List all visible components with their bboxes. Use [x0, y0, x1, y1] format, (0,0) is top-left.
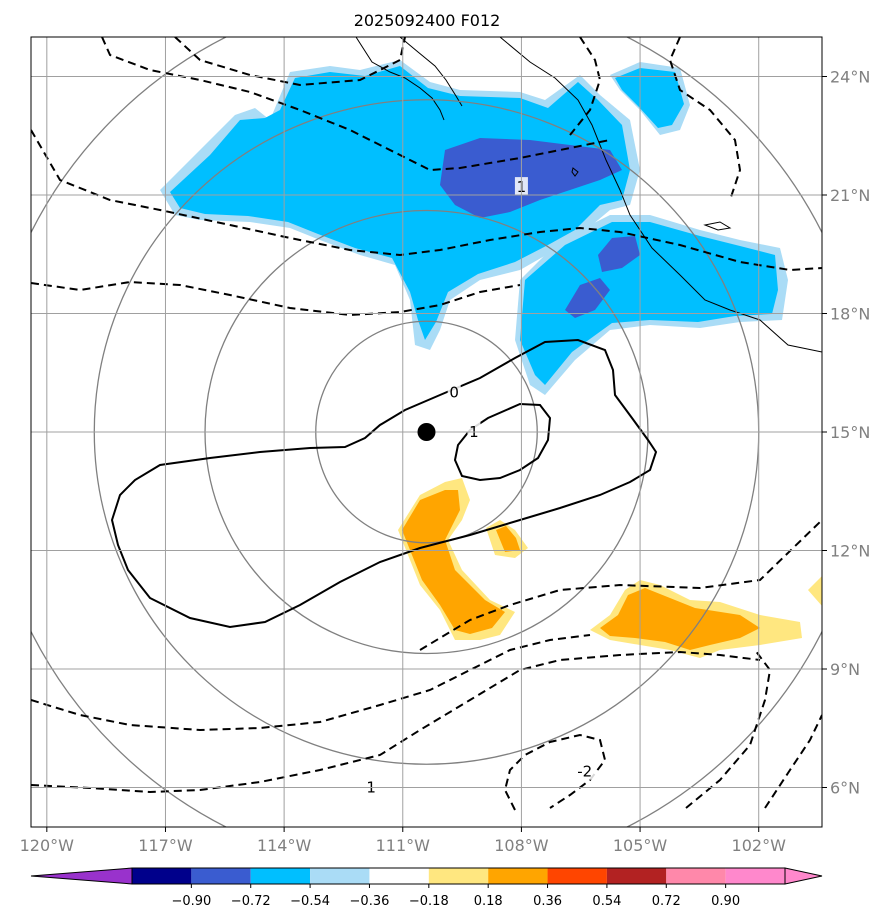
- map-frame: [30, 36, 823, 828]
- blue-region-east: [598, 236, 640, 272]
- latitude-tick-labels: 24°N 21°N 18°N 15°N 12°N 9°N 6°N: [830, 68, 870, 798]
- contour-dashed-south-3: [419, 519, 822, 651]
- contour-zero: [110, 338, 658, 629]
- contour-label-bg: [364, 777, 378, 796]
- lon-tick-label: 108°W: [494, 836, 549, 855]
- contour-dashed-south-2: [31, 650, 761, 794]
- lon-tick-label: 105°W: [613, 836, 668, 855]
- contour-dashed-north-4: [174, 37, 406, 87]
- cyan-region-northwest: [170, 66, 630, 340]
- coastline-mainland: [499, 37, 822, 353]
- colorbar-segment: [547, 868, 607, 884]
- negative-anomaly-shading: [160, 60, 788, 395]
- gridlines: [31, 37, 827, 832]
- coastline-gulf: [399, 37, 463, 107]
- contour-dashed-north-6: [668, 37, 742, 201]
- contour-dashed-minus2: [503, 733, 607, 811]
- yellow-region-edge: [808, 576, 822, 606]
- colorbar-tick-label: 0.18: [474, 894, 503, 909]
- cyan-region-east: [520, 222, 778, 385]
- dashed-contours: [31, 37, 822, 811]
- lat-tick-label: 15°N: [830, 423, 870, 442]
- colorbar-tick-label: 0.90: [711, 894, 740, 909]
- colorbar-segment: [250, 868, 311, 884]
- coastline-outline-small: [703, 221, 732, 231]
- colorbar-tick-label: 0.54: [592, 894, 621, 909]
- contour-label-bg: [573, 761, 596, 780]
- lon-tick-label: 114°W: [257, 836, 312, 855]
- colorbar-tick-label: 0.72: [652, 894, 681, 909]
- coastline: [355, 37, 822, 353]
- orange-region-south: [402, 490, 505, 634]
- lat-tick-label: 9°N: [830, 660, 860, 679]
- colorbar-segment: [428, 868, 489, 884]
- contour-label-bg: [447, 382, 461, 401]
- colorbar-tick-label: −0.18: [409, 894, 449, 909]
- contour-dashed-south-4: [764, 714, 822, 809]
- colorbar-outline: [131, 867, 786, 885]
- contour-dashed-south-5: [685, 649, 772, 809]
- lon-tick-label: 117°W: [138, 836, 193, 855]
- colorbar-segment: [310, 868, 370, 884]
- colorbar-tick-label: 0.36: [533, 894, 562, 909]
- coastline-baja: [355, 37, 445, 121]
- colorbar: −0.90 −0.72 −0.54 −0.36 −0.18 0.18 0.36 0.54 0.7…: [30, 867, 823, 909]
- colorbar-tick-label: −0.90: [171, 894, 211, 909]
- contour-dashed-north-3: [31, 280, 521, 317]
- contour-dashed-north-5: [569, 37, 602, 136]
- colorbar-segment: [369, 868, 429, 884]
- colorbar-extend-high: [784, 867, 823, 885]
- lat-tick-label: 12°N: [830, 542, 870, 561]
- coastline-island: [571, 167, 579, 177]
- colorbar-extend-low: [30, 867, 133, 885]
- figure-title: 2025092400 F012: [354, 11, 501, 30]
- colorbar-segment: [191, 868, 251, 884]
- lon-tick-label: 111°W: [376, 836, 431, 855]
- contour-label-bg: [467, 422, 481, 440]
- lon-tick-label: 102°W: [732, 836, 787, 855]
- lon-tick-label: 120°W: [20, 836, 75, 855]
- lat-tick-label: 18°N: [830, 305, 870, 324]
- longitude-tick-labels: 120°W 117°W 114°W 111°W 108°W 105°W 102°W: [20, 836, 786, 855]
- lat-tick-label: 6°N: [830, 779, 860, 798]
- solid-contours: [110, 338, 658, 629]
- contour-label: -2: [577, 763, 592, 781]
- colorbar-tick-label: −0.72: [231, 894, 271, 909]
- colorbar-segment: [488, 868, 548, 884]
- lat-tick-label: 24°N: [830, 68, 870, 87]
- colorbar-segment: [725, 868, 785, 884]
- colorbar-segment: [132, 868, 192, 884]
- storm-center-marker: [417, 423, 436, 441]
- colorbar-segment: [606, 868, 667, 884]
- orange-region-small: [496, 526, 520, 552]
- colorbar-tick-label: −0.54: [290, 894, 330, 909]
- blue-region-southeast: [565, 278, 610, 318]
- contour-dashed-north-1: [31, 129, 822, 272]
- blue-region-center: [440, 138, 622, 218]
- colorbar-tick-label: −0.36: [350, 894, 390, 909]
- contour-label: 0: [449, 384, 459, 402]
- contour-dashed-south-1: [31, 634, 591, 732]
- colorbar-segment: [666, 868, 726, 884]
- lat-tick-label: 21°N: [830, 186, 870, 205]
- cyan-region-northeast: [615, 68, 684, 128]
